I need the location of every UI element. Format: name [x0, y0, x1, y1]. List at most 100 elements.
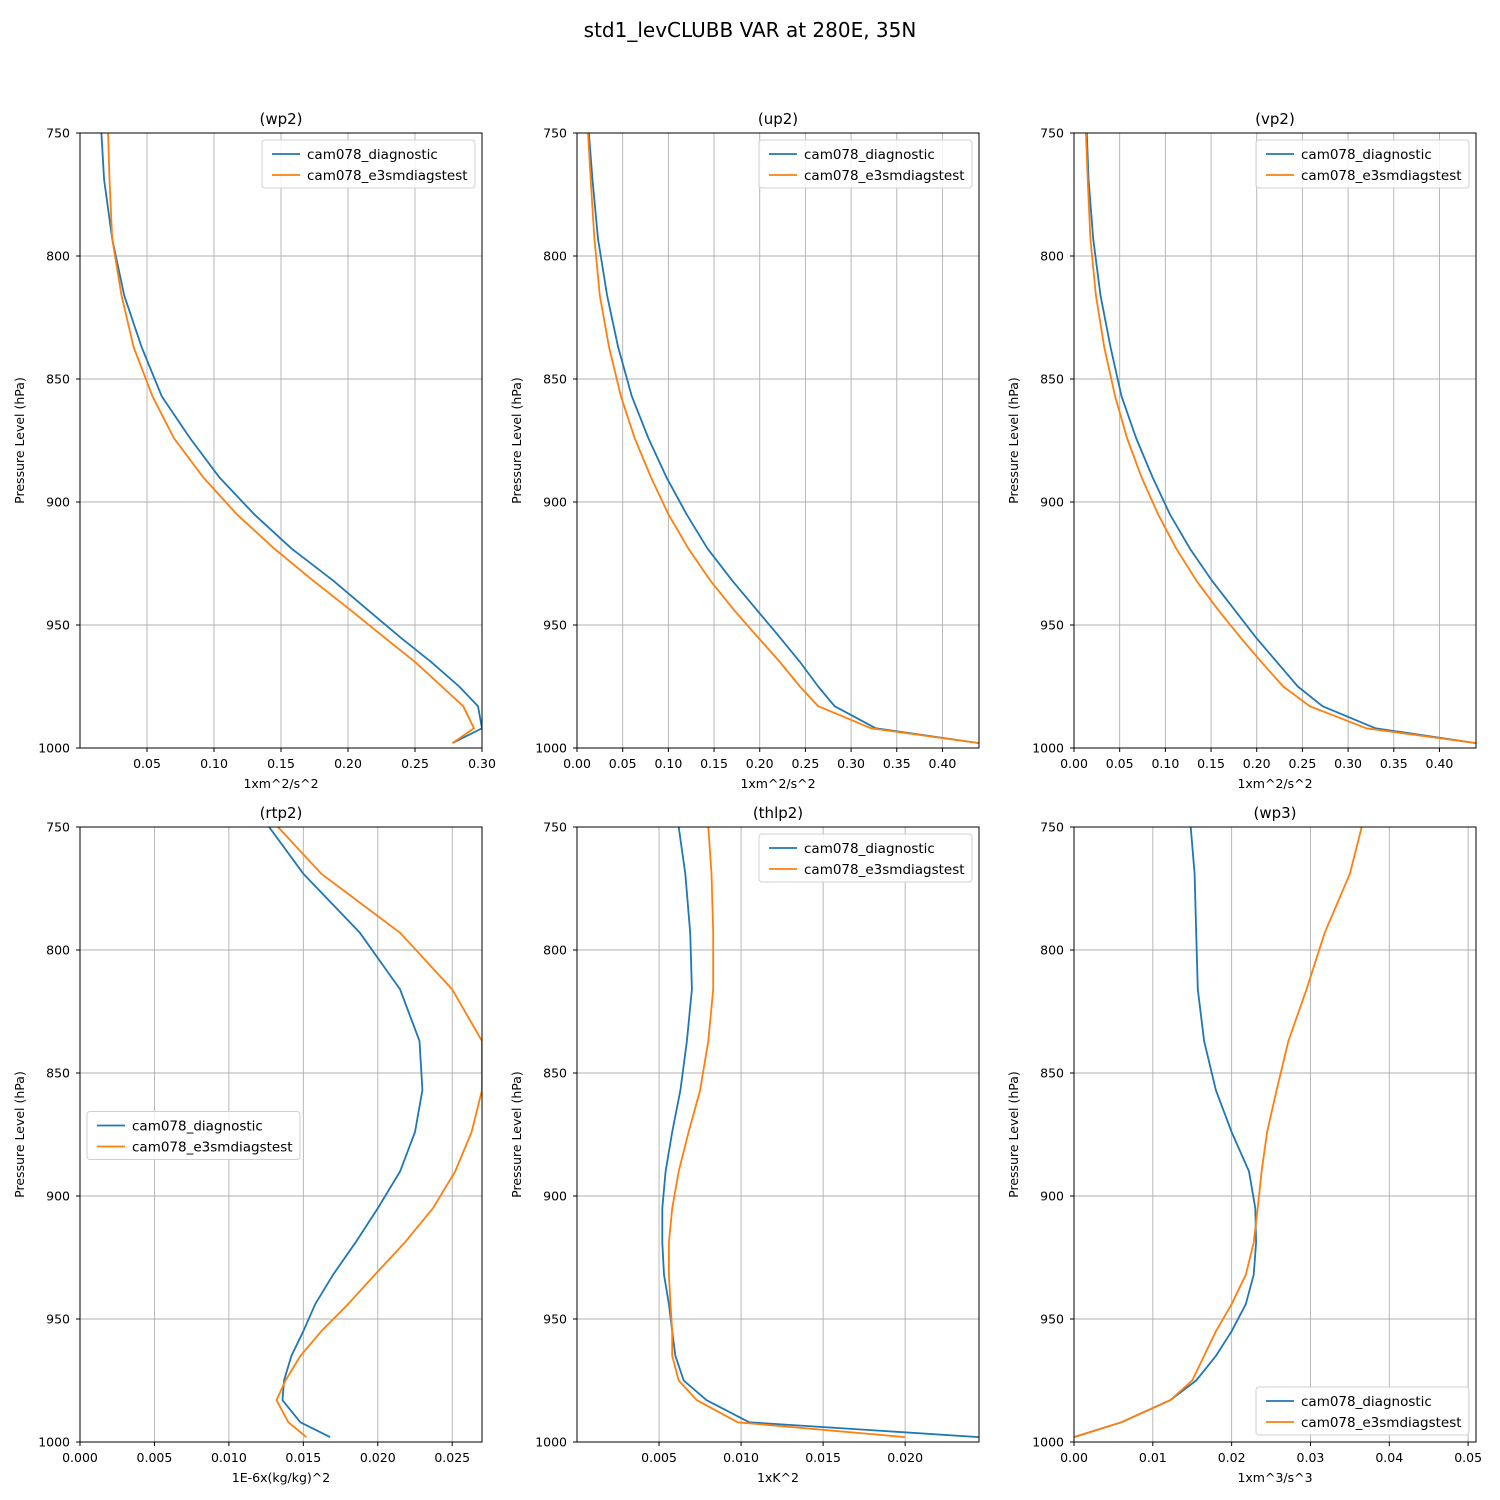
legend-entry: cam078_e3smdiagstest [307, 168, 468, 184]
y-axis-label: Pressure Level (hPa) [12, 377, 27, 504]
legend-entry: cam078_diagnostic [1301, 1394, 1432, 1410]
chart-panel: 0.00 0.05 0.10 0.15 0.20 0.25 0.30 0.35 0.40 750 8… [509, 110, 980, 791]
x-axis-label: 1xm^2/s^2 [243, 776, 318, 791]
legend-box [86, 1111, 301, 1160]
x-tick-label: 0.15 [267, 756, 295, 771]
chart-panel: 0.05 0.10 0.15 0.20 0.25 0.30 750 800 850 900 950 1… [12, 110, 496, 791]
legend-entry: cam078_diagnostic [132, 1119, 263, 1135]
x-tick-label: 0.04 [1375, 1450, 1403, 1465]
y-tick-label: 850 [1040, 372, 1064, 387]
y-tick-label: 900 [543, 1189, 567, 1204]
y-tick-label: 800 [1040, 249, 1064, 264]
legend-box [758, 139, 973, 189]
panel-title: (rtp2) [260, 804, 303, 822]
y-tick-label: 1000 [38, 1435, 70, 1450]
y-axis-label: Pressure Level (hPa) [509, 1071, 524, 1198]
x-tick-label: 0.05 [133, 756, 161, 771]
y-tick-label: 800 [46, 249, 70, 264]
panels: 0.05 0.10 0.15 0.20 0.25 0.30 750 800 850 900 950 1… [12, 110, 1482, 1485]
x-tick-label: 0.15 [700, 756, 728, 771]
series-line-diagnostic [588, 133, 979, 744]
y-axis-label: Pressure Level (hPa) [1006, 1071, 1021, 1198]
panel-title: (up2) [758, 110, 798, 128]
plot-frame [1073, 132, 1477, 749]
x-tick-label: 0.05 [1454, 1450, 1482, 1465]
legend-box [1255, 1386, 1470, 1436]
y-tick-label: 1000 [1032, 741, 1064, 756]
y-tick-label: 950 [46, 618, 70, 633]
x-tick-label: 0.015 [805, 1450, 841, 1465]
legend-box [1255, 139, 1470, 189]
series-line-diagnostic [100, 133, 482, 744]
legend: cam078_diagnostic cam078_e3smdiagstest [758, 139, 973, 189]
x-tick-label: 0.25 [1288, 756, 1316, 771]
legend-entry: cam078_e3smdiagstest [1301, 168, 1462, 184]
series-line-e3smdiagstest [107, 133, 475, 744]
x-tick-label: 0.25 [401, 756, 429, 771]
y-axis-label: Pressure Level (hPa) [1006, 377, 1021, 504]
y-tick-label: 800 [543, 943, 567, 958]
x-tick-label: 0.15 [1197, 756, 1225, 771]
series-line-e3smdiagstest [1074, 827, 1363, 1438]
plot-frame [1073, 826, 1477, 1443]
x-tick-label: 0.03 [1297, 1450, 1325, 1465]
legend-entry: cam078_diagnostic [804, 147, 935, 163]
panel-title: (wp2) [259, 110, 302, 128]
y-tick-label: 1000 [38, 741, 70, 756]
x-tick-label: 0.30 [837, 756, 865, 771]
legend-entry: cam078_diagnostic [1301, 147, 1432, 163]
y-tick-label: 750 [46, 126, 70, 141]
y-axis-label: Pressure Level (hPa) [12, 1071, 27, 1198]
x-tick-label: 0.05 [1106, 756, 1134, 771]
chart-panel: 0.000 0.005 0.010 0.015 0.020 0.025 750 800 850 9… [12, 804, 483, 1485]
y-tick-label: 950 [1040, 618, 1064, 633]
y-axis-label: Pressure Level (hPa) [509, 377, 524, 504]
legend-entry: cam078_e3smdiagstest [1301, 1415, 1462, 1431]
x-tick-label: 0.000 [62, 1450, 98, 1465]
x-tick-label: 0.020 [887, 1450, 923, 1465]
x-axis-label: 1xm^3/s^3 [1237, 1470, 1312, 1485]
x-tick-label: 0.02 [1218, 1450, 1246, 1465]
x-tick-label: 0.20 [1243, 756, 1271, 771]
y-tick-label: 900 [1040, 495, 1064, 510]
x-tick-label: 0.010 [723, 1450, 759, 1465]
y-tick-label: 800 [543, 249, 567, 264]
legend-entry: cam078_diagnostic [804, 841, 935, 857]
y-tick-label: 750 [543, 820, 567, 835]
y-tick-label: 800 [1040, 943, 1064, 958]
series-line-e3smdiagstest [275, 827, 482, 1438]
x-tick-label: 0.00 [1060, 756, 1088, 771]
legend: cam078_diagnostic cam078_e3smdiagstest [1255, 1386, 1470, 1436]
legend-entry: cam078_e3smdiagstest [132, 1140, 293, 1156]
y-tick-label: 1000 [535, 741, 567, 756]
panel-title: (wp3) [1253, 804, 1296, 822]
panel-title: (vp2) [1255, 110, 1295, 128]
chart-panel: 0.00 0.05 0.10 0.15 0.20 0.25 0.30 0.35 0.40 750 8… [1006, 110, 1477, 791]
x-tick-label: 0.20 [746, 756, 774, 771]
series-line-e3smdiagstest [1085, 133, 1476, 744]
legend-entry: cam078_diagnostic [307, 147, 438, 163]
x-tick-label: 0.20 [334, 756, 362, 771]
x-tick-label: 0.10 [654, 756, 682, 771]
x-tick-label: 0.020 [360, 1450, 396, 1465]
y-tick-label: 750 [46, 820, 70, 835]
y-tick-label: 850 [543, 372, 567, 387]
legend: cam078_diagnostic cam078_e3smdiagstest [758, 833, 973, 883]
y-tick-label: 750 [1040, 126, 1064, 141]
x-tick-label: 0.015 [285, 1450, 321, 1465]
x-tick-label: 0.010 [211, 1450, 247, 1465]
y-tick-label: 1000 [1032, 1435, 1064, 1450]
y-tick-label: 850 [1040, 1066, 1064, 1081]
y-tick-label: 850 [46, 372, 70, 387]
legend: cam078_diagnostic cam078_e3smdiagstest [86, 1111, 301, 1160]
x-tick-label: 0.40 [1426, 756, 1454, 771]
legend: cam078_diagnostic cam078_e3smdiagstest [1255, 139, 1470, 189]
y-tick-label: 950 [543, 1312, 567, 1327]
series-line-diagnostic [661, 827, 979, 1438]
y-tick-label: 950 [543, 618, 567, 633]
legend-entry: cam078_e3smdiagstest [804, 168, 965, 184]
series-line-diagnostic [1085, 133, 1476, 744]
x-tick-label: 0.35 [883, 756, 911, 771]
y-tick-label: 750 [1040, 820, 1064, 835]
